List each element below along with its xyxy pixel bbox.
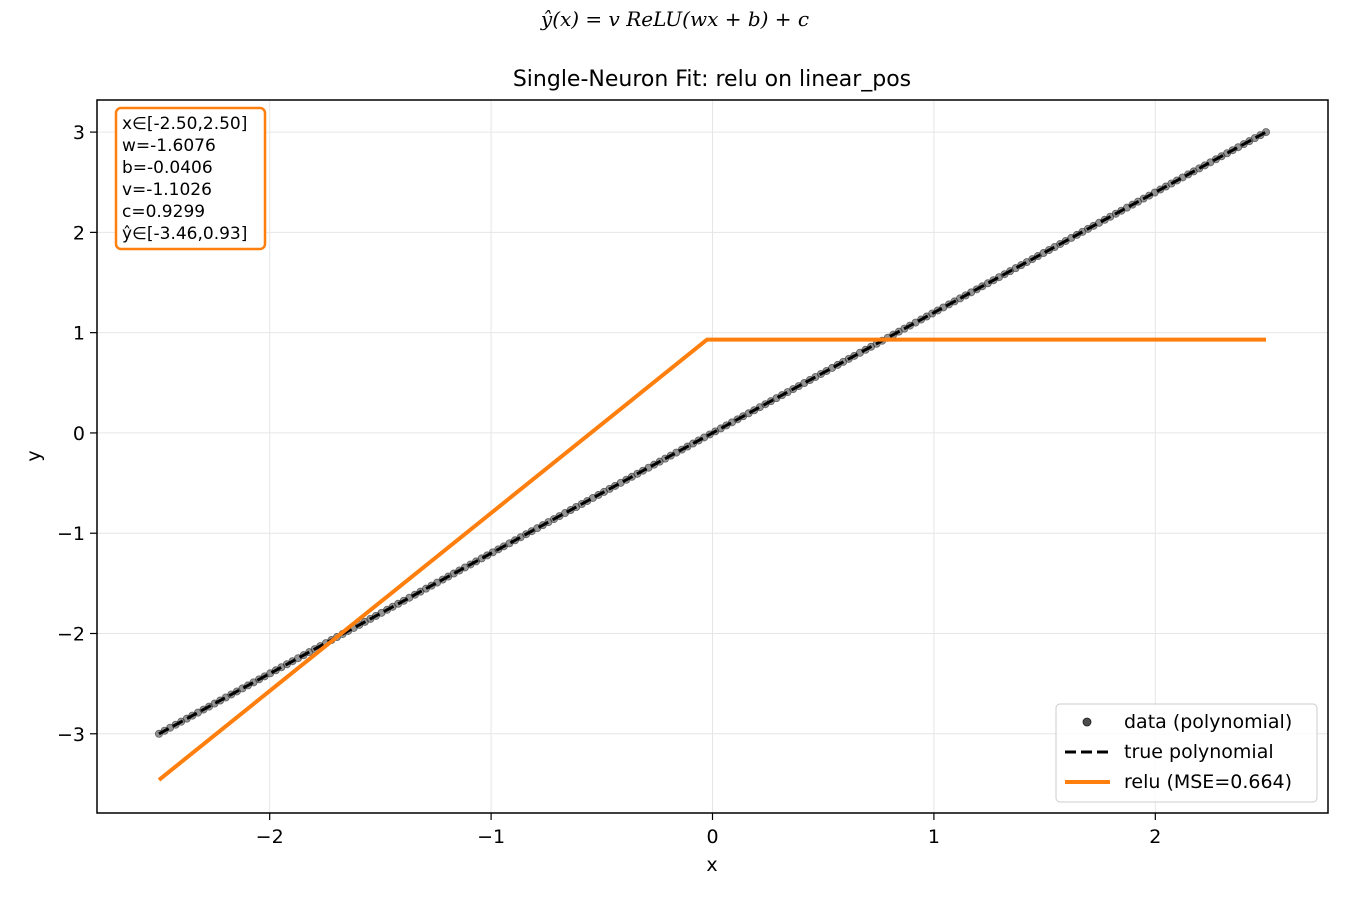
x-tick-label: 2 xyxy=(1149,826,1161,848)
y-tick-label: 1 xyxy=(73,323,85,345)
y-tick-label: −3 xyxy=(57,724,85,746)
plot-marks xyxy=(154,128,1271,782)
relu-fit-line xyxy=(157,337,1267,782)
legend-marker-data xyxy=(1082,717,1092,727)
info-line: c=0.9299 xyxy=(122,202,205,222)
x-tick-label: 0 xyxy=(706,826,718,848)
info-line: v=-1.1026 xyxy=(122,180,212,200)
info-box: x∈[-2.50,2.50] w=-1.6076 b=-0.0406 v=-1.… xyxy=(114,106,267,251)
plot-frame xyxy=(96,99,1329,814)
info-line: x∈[-2.50,2.50] xyxy=(122,114,247,134)
x-axis-label: x xyxy=(706,854,717,876)
legend-label-relu: relu (MSE=0.664) xyxy=(1124,771,1292,793)
info-line: w=-1.6076 xyxy=(122,136,216,156)
info-line: ŷ∈[-3.46,0.93] xyxy=(122,224,247,244)
legend-label-data: data (polynomial) xyxy=(1124,711,1292,733)
x-tick-label: 1 xyxy=(928,826,940,848)
legend-label-true: true polynomial xyxy=(1124,741,1274,763)
x-tick-label: −1 xyxy=(477,826,505,848)
info-box-frame xyxy=(114,106,267,251)
y-tick-label: −2 xyxy=(57,623,85,645)
info-line: b=-0.0406 xyxy=(122,158,213,178)
y-tick-label: 0 xyxy=(73,423,85,445)
y-tick-label: 3 xyxy=(73,122,85,144)
y-axis-label: y xyxy=(23,450,45,461)
y-tick-label: −1 xyxy=(57,523,85,545)
legend-frame xyxy=(1055,703,1318,803)
chart-title: Single-Neuron Fit: relu on linear_pos xyxy=(513,67,911,92)
legend: data (polynomial) true polynomial relu (… xyxy=(1055,703,1318,803)
chart-suptitle: ŷ(x) = v ReLU(wx + b) + c xyxy=(540,7,809,31)
x-tick-label: −2 xyxy=(256,826,284,848)
axis-ticks: −2 −1 0 1 2 −3 −2 −1 0 1 2 3 xyxy=(57,122,1161,848)
y-tick-label: 2 xyxy=(73,222,85,244)
